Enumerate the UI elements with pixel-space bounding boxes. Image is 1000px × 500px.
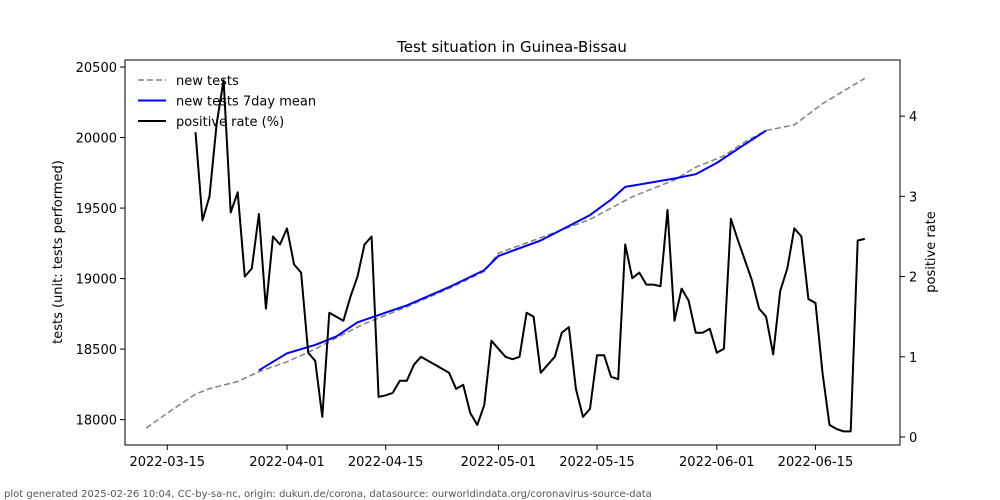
legend-label: new tests bbox=[176, 74, 239, 89]
y2-tick-label: 3 bbox=[909, 190, 917, 205]
footer-note: plot generated 2025-02-26 10:04, CC-by-s… bbox=[4, 489, 652, 500]
y2-tick-label: 4 bbox=[909, 110, 917, 125]
y-tick-label: 19000 bbox=[76, 273, 117, 288]
y-tick-label: 20500 bbox=[76, 61, 117, 76]
y2-tick-label: 0 bbox=[909, 431, 917, 446]
y-tick-label: 19500 bbox=[76, 202, 117, 217]
y-axis: 18000 18500 19000 19500 20000 20500 bbox=[76, 61, 125, 429]
legend-label: positive rate (%) bbox=[176, 115, 284, 130]
positive-rate-line bbox=[194, 79, 866, 433]
legend-label: new tests 7day mean bbox=[176, 95, 316, 110]
y2-tick-label: 2 bbox=[909, 271, 917, 286]
y-tick-label: 20000 bbox=[76, 132, 117, 147]
series-layer bbox=[145, 77, 866, 433]
x-tick-label: 2022-03-15 bbox=[129, 455, 205, 470]
y2-tick-label: 1 bbox=[909, 351, 917, 366]
y-tick-label: 18500 bbox=[76, 343, 117, 358]
x-tick-label: 2022-04-01 bbox=[249, 455, 325, 470]
y2-axis-label: positive rate bbox=[924, 211, 939, 293]
new-tests-7day-mean-line bbox=[258, 129, 767, 372]
legend: new tests new tests 7day mean positive rat… bbox=[138, 74, 316, 130]
y-axis-label: tests (unit: tests performed) bbox=[51, 160, 66, 344]
x-axis: 2022-03-15 2022-04-01 2022-04-15 2022-05-01… bbox=[129, 445, 853, 470]
y2-axis: 0 1 2 3 4 bbox=[900, 110, 917, 446]
chart-title: Test situation in Guinea-Bissau bbox=[396, 38, 627, 56]
x-tick-label: 2022-05-15 bbox=[559, 455, 635, 470]
x-tick-label: 2022-06-01 bbox=[679, 455, 755, 470]
x-tick-label: 2022-05-01 bbox=[461, 455, 537, 470]
x-tick-label: 2022-06-15 bbox=[778, 455, 854, 470]
x-tick-label: 2022-04-15 bbox=[348, 455, 424, 470]
y-tick-label: 18000 bbox=[76, 414, 117, 429]
